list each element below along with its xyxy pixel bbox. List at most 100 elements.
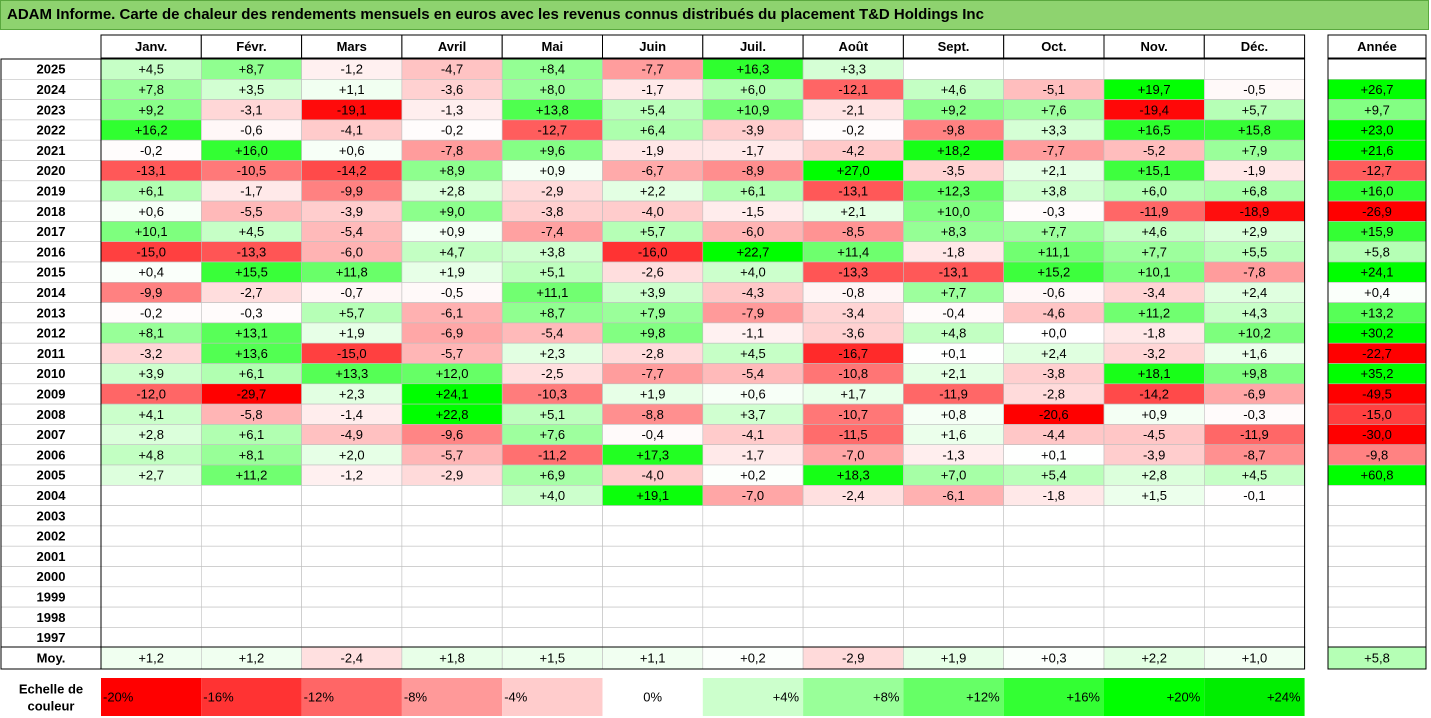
cell-value: +1,9 bbox=[339, 326, 365, 341]
average-annual-cell bbox=[1327, 646, 1427, 670]
cell-value: +4,5 bbox=[138, 62, 164, 77]
cell-value: -2,8 bbox=[641, 346, 663, 361]
average-row-border bbox=[100, 646, 1306, 670]
cell-value: -16,7 bbox=[838, 346, 868, 361]
cell-value: -1,8 bbox=[1043, 488, 1065, 503]
cell-value: +8,3 bbox=[941, 224, 967, 239]
scale-swatch bbox=[101, 678, 202, 716]
year-label: 1998 bbox=[37, 610, 66, 625]
cell-value: +13,3 bbox=[335, 366, 368, 381]
cell-value: -19,1 bbox=[337, 102, 367, 117]
heat-cell bbox=[602, 505, 704, 527]
cell-value: +1,6 bbox=[941, 427, 967, 442]
cell-value: -8,7 bbox=[1243, 447, 1265, 462]
cell-value: -10,7 bbox=[838, 407, 868, 422]
heat-cell bbox=[301, 566, 403, 588]
heat-cell bbox=[201, 484, 302, 506]
scale-step-label: +12% bbox=[966, 690, 1000, 705]
annual-header: Année bbox=[1357, 39, 1397, 54]
cell-value: +4,8 bbox=[941, 326, 967, 341]
heat-cell bbox=[1003, 58, 1105, 80]
heat-cell bbox=[100, 606, 202, 628]
year-label: 1999 bbox=[37, 589, 66, 604]
cell-value: +0,6 bbox=[138, 204, 164, 219]
cell-value: -3,6 bbox=[842, 326, 864, 341]
cell-value: +11,8 bbox=[336, 265, 368, 280]
scale-step-label: -20% bbox=[103, 690, 134, 705]
cell-value: +8,7 bbox=[239, 62, 265, 77]
year-label: 2021 bbox=[37, 143, 66, 158]
cell-value: -0,5 bbox=[441, 285, 463, 300]
heat-cell bbox=[201, 505, 302, 527]
heat-cell bbox=[903, 505, 1005, 527]
cell-value: +9,2 bbox=[941, 102, 967, 117]
cell-value: +6,0 bbox=[1141, 183, 1167, 198]
cell-value: +2,4 bbox=[1041, 346, 1067, 361]
cell-value: +17,3 bbox=[636, 447, 669, 462]
cell-value: +4,1 bbox=[138, 407, 164, 422]
heat-cell bbox=[702, 606, 804, 628]
cell-value: +10,9 bbox=[736, 102, 769, 117]
cell-value: +16,5 bbox=[1138, 123, 1171, 138]
average-value: +2,2 bbox=[1141, 651, 1167, 666]
cell-value: -3,9 bbox=[1143, 447, 1165, 462]
cell-value: -6,0 bbox=[742, 224, 764, 239]
cell-value: -3,1 bbox=[240, 102, 262, 117]
scale-step-label: +8% bbox=[873, 690, 900, 705]
heat-cell bbox=[1103, 627, 1205, 649]
heat-cell bbox=[602, 606, 704, 628]
cell-value: +0,2 bbox=[740, 468, 766, 483]
scale-step-label: 0% bbox=[643, 690, 662, 705]
heat-cell bbox=[100, 627, 202, 649]
heat-cell bbox=[602, 586, 704, 608]
cell-value: -5,4 bbox=[341, 224, 363, 239]
heat-cell bbox=[903, 586, 1005, 608]
cell-value: -1,7 bbox=[742, 143, 764, 158]
heat-cell bbox=[1003, 586, 1105, 608]
heat-cell bbox=[602, 566, 704, 588]
cell-value: -8,8 bbox=[641, 407, 663, 422]
average-value: +0,2 bbox=[740, 651, 766, 666]
cell-value: -4,7 bbox=[441, 62, 463, 77]
cell-value: -16,0 bbox=[638, 244, 668, 259]
heat-cell bbox=[1103, 566, 1205, 588]
cell-value: -4,2 bbox=[842, 143, 864, 158]
heat-cell bbox=[702, 566, 804, 588]
cell-value: +22,8 bbox=[436, 407, 469, 422]
cell-value: +6,1 bbox=[239, 366, 265, 381]
cell-value: +7,6 bbox=[540, 427, 566, 442]
annual-cell bbox=[1327, 525, 1427, 547]
cell-value: +1,9 bbox=[439, 265, 465, 280]
cell-value: -10,8 bbox=[838, 366, 868, 381]
heat-cell bbox=[1103, 606, 1205, 628]
cell-value: -14,2 bbox=[337, 163, 367, 178]
annual-value: +24,1 bbox=[1361, 265, 1394, 280]
annual-cell bbox=[1327, 606, 1427, 628]
month-header: Juil. bbox=[740, 39, 766, 54]
heat-cell bbox=[903, 627, 1005, 649]
month-header-cell bbox=[1203, 34, 1306, 59]
cell-value: -13,3 bbox=[838, 265, 868, 280]
cell-value: +12,0 bbox=[436, 366, 469, 381]
cell-value: -4,9 bbox=[341, 427, 363, 442]
year-label: 2022 bbox=[37, 123, 66, 138]
cell-value: +9,8 bbox=[1242, 366, 1268, 381]
annual-value: -15,0 bbox=[1362, 407, 1392, 422]
year-label: 2012 bbox=[37, 326, 66, 341]
cell-value: +0,8 bbox=[941, 407, 967, 422]
cell-value: +6,0 bbox=[740, 82, 766, 97]
cell-value: -0,8 bbox=[842, 285, 864, 300]
heat-cell bbox=[100, 484, 202, 506]
cell-value: +13,6 bbox=[235, 346, 268, 361]
year-label: 2000 bbox=[37, 569, 66, 584]
cell-value: +7,9 bbox=[640, 305, 666, 320]
year-label: 2013 bbox=[37, 305, 66, 320]
cell-value: +27,0 bbox=[837, 163, 870, 178]
annual-value: +35,2 bbox=[1361, 366, 1394, 381]
cell-value: +2,8 bbox=[1141, 468, 1167, 483]
heat-cell bbox=[802, 606, 904, 628]
heat-cell bbox=[100, 505, 202, 527]
cell-value: +2,8 bbox=[439, 183, 465, 198]
heat-cell bbox=[501, 606, 603, 628]
